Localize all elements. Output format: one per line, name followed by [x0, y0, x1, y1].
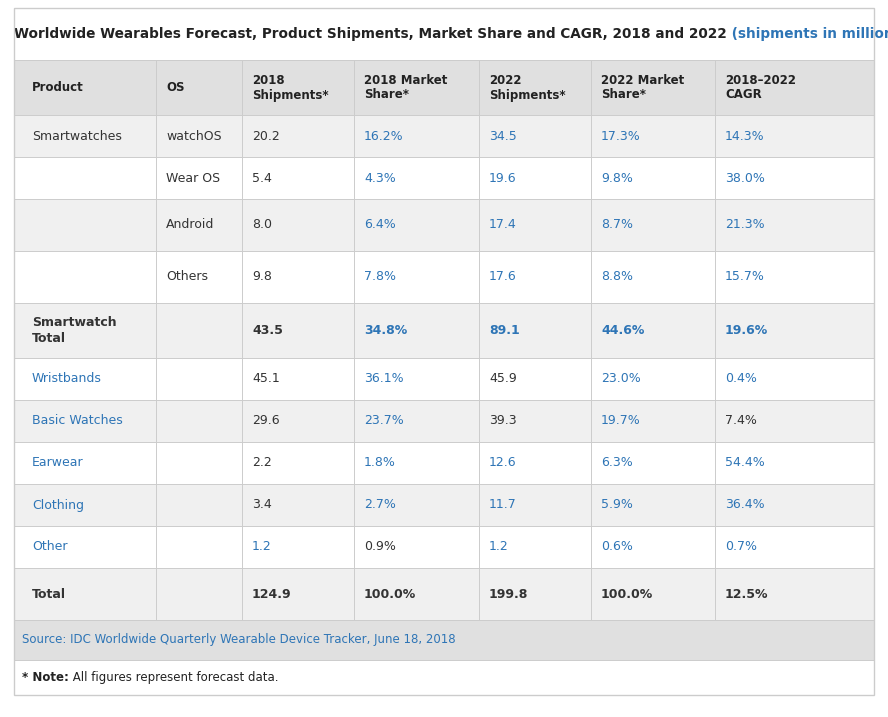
Text: Smartwatches: Smartwatches — [32, 130, 122, 143]
Text: 23.0%: 23.0% — [601, 373, 641, 386]
Bar — [14, 199, 874, 251]
Text: 4.3%: 4.3% — [364, 171, 396, 184]
Text: 38.0%: 38.0% — [725, 171, 765, 184]
Text: 9.8: 9.8 — [252, 270, 272, 283]
Bar — [14, 303, 874, 358]
Text: 20.2: 20.2 — [252, 130, 280, 143]
Bar — [14, 568, 874, 620]
Bar — [14, 60, 874, 115]
Text: Wear OS: Wear OS — [166, 171, 220, 184]
Bar — [14, 660, 874, 695]
Text: 14.3%: 14.3% — [725, 130, 765, 143]
Text: 17.3%: 17.3% — [601, 130, 641, 143]
Text: Basic Watches: Basic Watches — [32, 414, 123, 427]
Text: 19.6: 19.6 — [489, 171, 517, 184]
Bar — [14, 442, 874, 484]
Text: 9.8%: 9.8% — [601, 171, 633, 184]
Text: All figures represent forecast data.: All figures represent forecast data. — [69, 671, 278, 684]
Bar — [14, 484, 874, 526]
Text: 1.2: 1.2 — [252, 541, 272, 554]
Text: 21.3%: 21.3% — [725, 219, 765, 232]
Text: 2.7%: 2.7% — [364, 498, 396, 511]
Bar — [14, 358, 874, 400]
Text: 6.3%: 6.3% — [601, 457, 633, 470]
Text: 7.8%: 7.8% — [364, 270, 396, 283]
Text: 5.4: 5.4 — [252, 171, 272, 184]
Text: 45.1: 45.1 — [252, 373, 280, 386]
Text: 16.2%: 16.2% — [364, 130, 404, 143]
Text: 11.7: 11.7 — [489, 498, 517, 511]
Text: 2.2: 2.2 — [252, 457, 272, 470]
Text: * Note:: * Note: — [22, 671, 69, 684]
Text: 36.4%: 36.4% — [725, 498, 765, 511]
Bar — [14, 620, 874, 660]
Text: 44.6%: 44.6% — [601, 324, 645, 337]
Text: 12.5%: 12.5% — [725, 587, 768, 601]
Text: 100.0%: 100.0% — [601, 587, 654, 601]
Text: Clothing: Clothing — [32, 498, 84, 511]
Text: 45.9: 45.9 — [489, 373, 517, 386]
Text: 6.4%: 6.4% — [364, 219, 396, 232]
Text: 17.6: 17.6 — [489, 270, 517, 283]
Text: 36.1%: 36.1% — [364, 373, 404, 386]
Text: Earwear: Earwear — [32, 457, 83, 470]
Text: 8.0: 8.0 — [252, 219, 272, 232]
Text: 89.1: 89.1 — [489, 324, 519, 337]
Text: 12.6: 12.6 — [489, 457, 517, 470]
Bar — [14, 157, 874, 199]
Text: (shipments in millions): (shipments in millions) — [726, 27, 888, 41]
Text: 39.3: 39.3 — [489, 414, 517, 427]
Text: Android: Android — [166, 219, 214, 232]
Text: Source: IDC Worldwide Quarterly Wearable Device Tracker, June 18, 2018: Source: IDC Worldwide Quarterly Wearable… — [22, 634, 456, 647]
Text: Other: Other — [32, 541, 67, 554]
Text: 43.5: 43.5 — [252, 324, 283, 337]
Text: 15.7%: 15.7% — [725, 270, 765, 283]
Text: 1.2: 1.2 — [489, 541, 509, 554]
Text: Others: Others — [166, 270, 208, 283]
Text: 8.7%: 8.7% — [601, 219, 633, 232]
Text: 2018
Shipments*: 2018 Shipments* — [252, 74, 329, 102]
Text: 34.5: 34.5 — [489, 130, 517, 143]
Text: 2022
Shipments*: 2022 Shipments* — [489, 74, 566, 102]
Text: 0.6%: 0.6% — [601, 541, 633, 554]
Text: 3.4: 3.4 — [252, 498, 272, 511]
Text: 5.9%: 5.9% — [601, 498, 633, 511]
Text: Worldwide Wearables Forecast, Product Shipments, Market Share and CAGR, 2018 and: Worldwide Wearables Forecast, Product Sh… — [14, 27, 726, 41]
Text: Smartwatch
Total: Smartwatch Total — [32, 316, 116, 344]
Text: 199.8: 199.8 — [489, 587, 528, 601]
Bar — [14, 251, 874, 303]
Bar — [14, 8, 874, 60]
Text: 8.8%: 8.8% — [601, 270, 633, 283]
Text: 19.7%: 19.7% — [601, 414, 641, 427]
Bar — [14, 400, 874, 442]
Text: 7.4%: 7.4% — [725, 414, 757, 427]
Bar — [14, 115, 874, 157]
Text: watchOS: watchOS — [166, 130, 222, 143]
Text: Wristbands: Wristbands — [32, 373, 102, 386]
Text: 100.0%: 100.0% — [364, 587, 416, 601]
Text: 0.7%: 0.7% — [725, 541, 757, 554]
Text: 54.4%: 54.4% — [725, 457, 765, 470]
Text: 1.8%: 1.8% — [364, 457, 396, 470]
Text: Total: Total — [32, 587, 66, 601]
Text: 2022 Market
Share*: 2022 Market Share* — [601, 74, 685, 102]
Text: 17.4: 17.4 — [489, 219, 517, 232]
Text: 34.8%: 34.8% — [364, 324, 408, 337]
Text: 2018–2022
CAGR: 2018–2022 CAGR — [725, 74, 796, 102]
Text: 19.6%: 19.6% — [725, 324, 768, 337]
Bar — [14, 526, 874, 568]
Text: 0.9%: 0.9% — [364, 541, 396, 554]
Text: Product: Product — [32, 81, 83, 94]
Text: 2018 Market
Share*: 2018 Market Share* — [364, 74, 448, 102]
Text: 29.6: 29.6 — [252, 414, 280, 427]
Text: 23.7%: 23.7% — [364, 414, 404, 427]
Text: OS: OS — [166, 81, 185, 94]
Text: 0.4%: 0.4% — [725, 373, 757, 386]
Text: 124.9: 124.9 — [252, 587, 291, 601]
